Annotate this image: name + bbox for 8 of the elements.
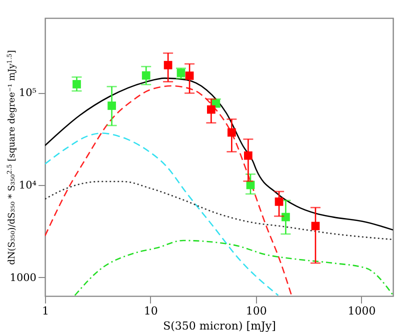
x-tick-label: 10 xyxy=(144,304,158,318)
y-tick-label: 10⁴ xyxy=(18,179,36,192)
x-tick-label: 100 xyxy=(246,304,267,318)
x-tick-label: 1000 xyxy=(348,304,376,318)
y-tick-label: 10⁵ xyxy=(18,87,36,100)
x-axis-title: S(350 micron) [mJy] xyxy=(163,320,276,332)
x-tick-label: 1 xyxy=(42,304,49,318)
y-tick-label: 1000 xyxy=(10,272,36,284)
